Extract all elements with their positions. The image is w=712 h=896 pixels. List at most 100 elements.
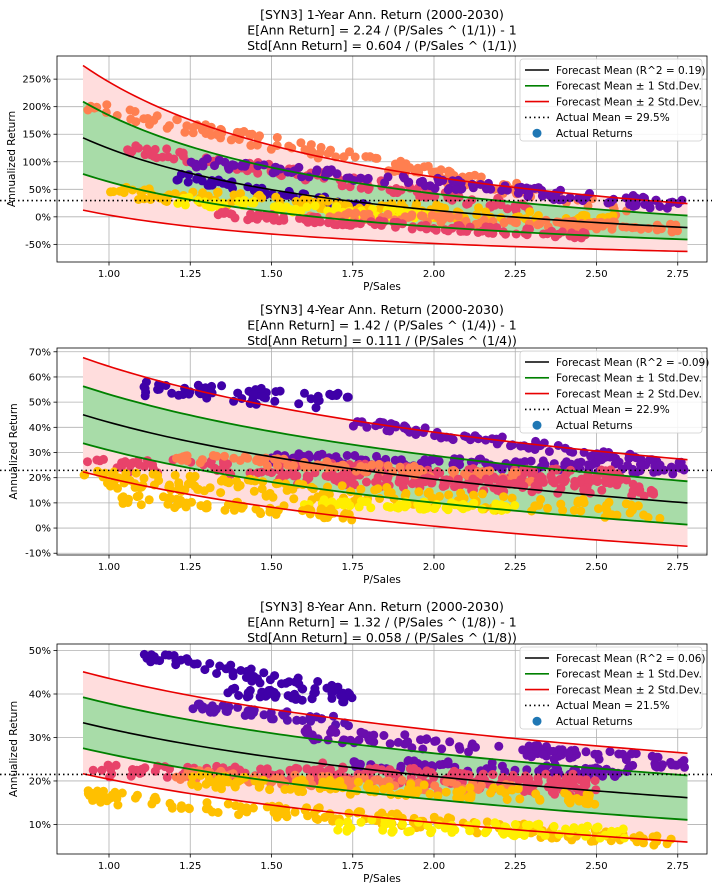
legend-label: Actual Mean = 22.9% <box>556 404 670 416</box>
y-tick-label: 150% <box>22 130 51 141</box>
scatter-point <box>184 656 193 666</box>
scatter-point <box>258 477 268 487</box>
axes-frame <box>56 347 708 556</box>
scatter-point <box>419 162 429 172</box>
scatter-point <box>395 462 405 472</box>
scatter-point <box>513 829 523 839</box>
scatter-point <box>420 181 430 191</box>
scatter-point <box>248 803 258 813</box>
scatter-point <box>344 721 353 731</box>
x-tick-label: 1.50 <box>260 562 282 573</box>
scatter-point <box>610 772 620 781</box>
scatter-point <box>510 201 520 211</box>
scatter-point <box>444 166 454 176</box>
scatter-point <box>436 165 446 175</box>
scatter-point <box>309 765 319 775</box>
scatter-point <box>580 220 590 230</box>
scatter-point <box>149 115 159 125</box>
scatter-point <box>614 749 624 759</box>
scatter-point <box>134 195 143 204</box>
scatter-point <box>550 789 560 799</box>
scatter-point <box>344 808 354 818</box>
scatter-point <box>471 742 480 752</box>
scatter-point <box>172 114 182 124</box>
y-axis-label: Annualized Return <box>8 701 20 797</box>
scatter-point <box>497 827 507 837</box>
y-tick-label: 70% <box>29 347 51 358</box>
scatter-point <box>285 784 295 794</box>
scatter-point <box>334 818 344 828</box>
scatter-point <box>136 500 146 510</box>
scatter-point <box>167 388 177 398</box>
scatter-point <box>353 759 363 769</box>
scatter-point <box>173 500 183 510</box>
legend-label: Forecast Mean ± 2 Std.Dev. <box>556 96 702 108</box>
scatter-point <box>383 488 393 498</box>
scatter-point <box>411 430 421 439</box>
scatter-point <box>332 391 342 400</box>
scatter-point <box>257 484 267 494</box>
scatter-point <box>217 381 227 391</box>
scatter-point <box>262 461 272 471</box>
line-plus-1std <box>82 385 688 483</box>
scatter-point <box>652 752 662 762</box>
scatter-point <box>540 830 550 840</box>
y-tick-label: -50% <box>25 240 51 251</box>
scatter-point <box>565 220 575 230</box>
scatter-point <box>462 199 472 209</box>
scatter-point <box>175 775 185 784</box>
scatter-point <box>356 484 366 494</box>
x-tick-label: 2.50 <box>585 269 607 280</box>
scatter-point <box>543 503 552 513</box>
scatter-point <box>584 790 594 800</box>
scatter-point <box>277 679 286 689</box>
scatter-point <box>131 793 140 803</box>
x-tick-label: 1.75 <box>342 562 364 573</box>
scatter-point <box>271 387 281 397</box>
scatter-point <box>374 459 384 469</box>
scatter-point <box>170 470 180 480</box>
actual-returns-scatter <box>83 649 689 850</box>
scatter-point <box>329 711 338 721</box>
scatter-point <box>232 499 242 509</box>
x-tick-label: 1.00 <box>98 269 120 280</box>
scatter-point <box>235 765 245 775</box>
scatter-point <box>140 391 150 401</box>
scatter-point <box>591 823 601 833</box>
scatter-point <box>460 469 469 479</box>
legend-label: Forecast Mean ± 1 Std.Dev. <box>556 81 702 93</box>
scatter-point <box>377 765 387 775</box>
scatter-point <box>123 145 133 155</box>
chart-title-line: [SYN3] 8-Year Ann. Return (2000-2030) <box>260 599 504 614</box>
scatter-point <box>326 145 335 155</box>
legend-marker-actual-returns <box>532 716 542 726</box>
scatter-point <box>445 737 455 747</box>
scatter-point <box>474 203 483 213</box>
scatter-point <box>358 497 368 507</box>
scatter-point <box>260 211 270 221</box>
scatter-point <box>440 481 450 490</box>
chart-title-line: Std[Ann Return] = 0.058 / (P/Sales ^ (1/… <box>247 630 517 645</box>
line-plus-1std <box>82 696 688 777</box>
scatter-point <box>196 770 206 780</box>
scatter-point <box>97 765 107 775</box>
scatter-point <box>133 491 143 501</box>
scatter-point <box>600 512 610 522</box>
scatter-point <box>631 201 641 210</box>
axes-frame <box>56 643 708 855</box>
x-tick-label: 1.25 <box>179 562 201 573</box>
scatter-point <box>363 173 373 183</box>
y-tick-label: 50% <box>29 646 51 657</box>
scatter-point <box>408 222 418 232</box>
scatter-point <box>200 665 210 675</box>
scatter-point <box>176 803 186 813</box>
scatter-point <box>465 826 475 836</box>
chart-title-line: E[Ann Return] = 2.24 / (P/Sales ^ (1/1))… <box>247 23 516 38</box>
scatter-point <box>102 100 112 110</box>
scatter-point <box>345 689 355 699</box>
scatter-point <box>416 735 425 745</box>
scatter-point <box>423 821 433 831</box>
scatter-point <box>576 506 586 516</box>
scatter-point <box>449 766 459 776</box>
scatter-point <box>540 460 550 470</box>
